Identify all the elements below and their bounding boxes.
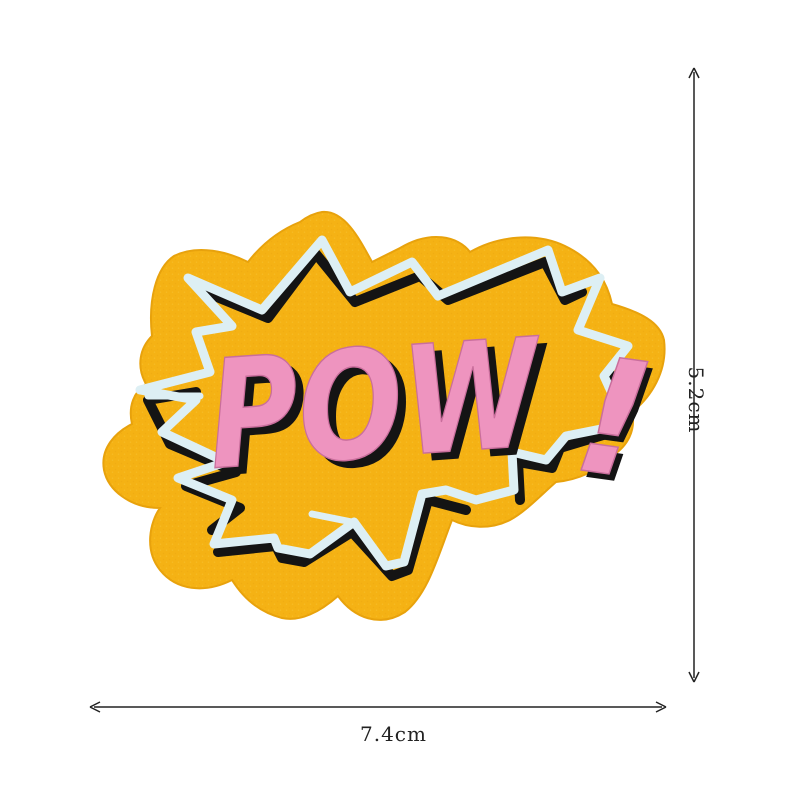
burst-outline (135, 235, 633, 571)
height-dimension (688, 67, 700, 683)
width-arrow-right-head (655, 701, 667, 713)
width-dimension (89, 701, 667, 713)
height-arrow-top-head (688, 67, 700, 79)
burst-shape (135, 235, 633, 581)
pow-text: POW (203, 307, 550, 504)
burst-accent-line (144, 392, 356, 526)
pow-lettering: POW POW ! ! (202, 306, 668, 523)
width-label: 7.4cm (360, 722, 427, 746)
height-arrow-bottom-head (688, 671, 700, 683)
height-label: 5.2cm (684, 366, 708, 434)
width-arrow-left-head (89, 701, 101, 713)
pow-text-shadow: POW (211, 314, 558, 511)
